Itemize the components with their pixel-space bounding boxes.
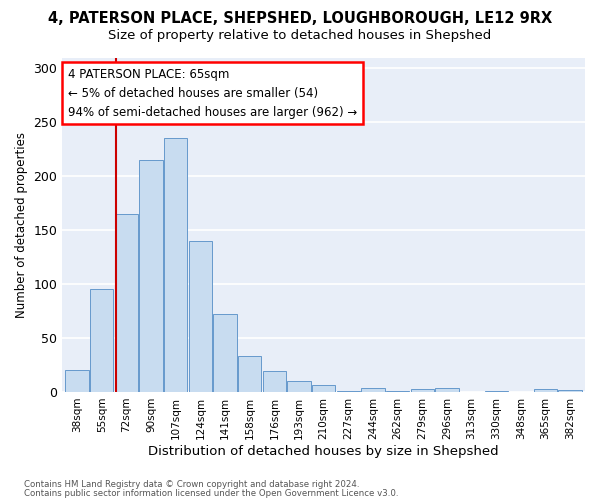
Text: Contains HM Land Registry data © Crown copyright and database right 2024.: Contains HM Land Registry data © Crown c…	[24, 480, 359, 489]
X-axis label: Distribution of detached houses by size in Shepshed: Distribution of detached houses by size …	[148, 444, 499, 458]
Bar	[410, 388, 434, 392]
Bar	[238, 356, 262, 392]
Bar	[534, 388, 557, 392]
Bar	[386, 391, 409, 392]
Y-axis label: Number of detached properties: Number of detached properties	[15, 132, 28, 318]
Bar	[485, 391, 508, 392]
Bar	[90, 290, 113, 392]
Bar	[214, 314, 237, 392]
Bar	[263, 372, 286, 392]
Bar	[115, 214, 138, 392]
Text: 4, PATERSON PLACE, SHEPSHED, LOUGHBOROUGH, LE12 9RX: 4, PATERSON PLACE, SHEPSHED, LOUGHBOROUG…	[48, 11, 552, 26]
Text: Size of property relative to detached houses in Shepshed: Size of property relative to detached ho…	[109, 29, 491, 42]
Bar	[139, 160, 163, 392]
Bar	[559, 390, 582, 392]
Bar	[287, 381, 311, 392]
Text: Contains public sector information licensed under the Open Government Licence v3: Contains public sector information licen…	[24, 488, 398, 498]
Bar	[435, 388, 458, 392]
Bar	[312, 386, 335, 392]
Bar	[164, 138, 187, 392]
Text: 4 PATERSON PLACE: 65sqm
← 5% of detached houses are smaller (54)
94% of semi-det: 4 PATERSON PLACE: 65sqm ← 5% of detached…	[68, 68, 357, 118]
Bar	[188, 241, 212, 392]
Bar	[361, 388, 385, 392]
Bar	[65, 370, 89, 392]
Bar	[337, 391, 360, 392]
